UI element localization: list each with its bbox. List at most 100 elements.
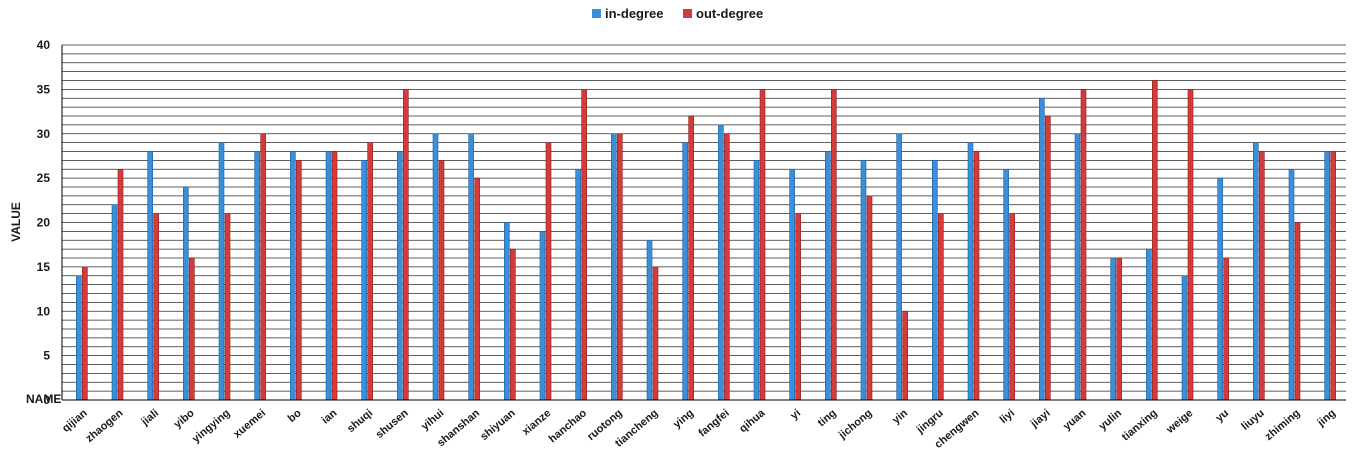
bar-in-degree-yibo [183, 186, 189, 401]
legend-swatch-in-degree [592, 9, 601, 18]
bar-in-degree-xuemei [254, 151, 260, 401]
bar-in-degree-hanchao [575, 168, 581, 401]
bar-out-degree-yulin [1116, 257, 1122, 401]
bar-in-degree-ying [682, 142, 688, 401]
x-tick-label-xuemei: xuemei [231, 407, 268, 441]
legend-label-in-degree: in-degree [605, 6, 664, 21]
legend: in-degree out-degree [592, 6, 763, 21]
x-axis-title: NAME [26, 392, 61, 406]
bar-in-degree-yin [896, 133, 902, 401]
x-tick-label-liuyu: liuyu [1239, 407, 1266, 433]
bar-in-degree-zhaogen [111, 204, 118, 401]
bar-in-degree-ting [825, 151, 831, 401]
bar-in-degree-chengwen [967, 142, 974, 401]
bar-out-degree-shusen [403, 89, 409, 401]
legend-swatch-out-degree [683, 9, 692, 18]
y-tick-label: 30 [37, 127, 51, 141]
x-tick-label-jing: jing [1315, 407, 1338, 429]
x-tick-label-shiyuan: shiyuan [478, 407, 518, 443]
x-tick-label-yin: yin [890, 407, 910, 427]
bar-out-degree-qihua [759, 89, 766, 401]
bar-in-degree-jiayi [1039, 97, 1045, 401]
x-tick-label-xianze: xianze [520, 407, 553, 438]
bar-in-degree-jing [1324, 151, 1330, 401]
bar-in-degree-jichong [860, 160, 867, 401]
bar-out-degree-tiancheng [652, 266, 659, 401]
x-tick-label-shuqi: shuqi [345, 407, 375, 435]
bar-in-degree-yuan [1074, 133, 1081, 401]
y-tick-label: 25 [37, 171, 51, 185]
bar-in-degree-ian [325, 151, 332, 401]
x-tick-label-qihua: qihua [737, 407, 768, 436]
x-tick-label-yuan: yuan [1061, 407, 1089, 433]
x-tick-label-hanchao: hanchao [547, 407, 590, 445]
x-tick-label-qijian: qijian [60, 407, 90, 435]
bar-out-degree-yin [902, 310, 908, 401]
bar-in-degree-liyi [1003, 168, 1009, 401]
bar-out-degree-ying [688, 115, 694, 401]
bar-in-degree-zhiming [1288, 168, 1295, 401]
bar-in-degree-yingying [218, 142, 225, 401]
x-tick-label-fangfei: fangfei [696, 407, 731, 439]
x-tick-label-liyi: liyi [998, 407, 1017, 426]
x-tick-label-bo: bo [286, 407, 304, 425]
bar-out-degree-yi [795, 213, 801, 401]
bar-out-degree-yingying [224, 213, 231, 401]
x-tick-label-yingying: yingying [190, 407, 232, 445]
bar-out-degree-weige [1187, 89, 1194, 401]
bar-in-degree-tianxing [1146, 248, 1152, 401]
bar-out-degree-shuqi [367, 142, 373, 401]
x-tick-label-ying: ying [671, 407, 696, 431]
x-tick-label-ting: ting [816, 407, 839, 429]
bar-out-degree-shanshan [474, 177, 480, 401]
bar-out-degree-jiali [153, 213, 159, 401]
x-tick-label-tianxing: tianxing [1120, 407, 1160, 443]
y-axis-title: VALUE [9, 202, 23, 242]
bar-out-degree-tianxing [1152, 80, 1158, 401]
bar-out-degree-ian [331, 151, 338, 401]
bar-out-degree-yu [1223, 257, 1229, 401]
bar-out-degree-xuemei [260, 133, 266, 401]
y-axis-ticks: 0 5 10 15 20 25 30 35 40 [37, 38, 51, 407]
x-tick-label-jiali: jiali [139, 407, 162, 429]
bar-out-degree-jingru [938, 213, 944, 401]
bar-out-degree-ruotong [617, 133, 623, 401]
bar-in-degree-shanshan [468, 133, 474, 401]
y-tick-label: 0 [43, 393, 50, 407]
y-tick-label: 20 [37, 216, 51, 230]
bar-in-degree-qihua [753, 160, 760, 401]
y-tick-label: 15 [37, 260, 51, 274]
bar-in-degree-yulin [1110, 257, 1116, 401]
bar-in-degree-yu [1217, 177, 1223, 401]
bar-out-degree-ting [831, 89, 837, 401]
bar-out-degree-chengwen [973, 151, 980, 401]
bar-out-degree-qijian [82, 266, 88, 401]
bar-out-degree-yuan [1080, 89, 1087, 401]
x-tick-label-jingru: jingru [914, 407, 946, 436]
bar-in-degree-qijian [76, 275, 82, 401]
bar-out-degree-hanchao [581, 89, 587, 401]
bar-in-degree-weige [1181, 275, 1188, 401]
bar-in-degree-tiancheng [646, 239, 653, 401]
bar-in-degree-shuqi [361, 160, 367, 401]
x-tick-label-yibo: yibo [172, 407, 197, 431]
gridlines [62, 44, 1346, 401]
bar-out-degree-yihui [438, 160, 445, 401]
x-tick-label-ian: ian [320, 407, 340, 427]
bar-in-degree-fangfei [718, 124, 724, 401]
bar-in-degree-jiali [147, 151, 153, 401]
bar-in-degree-yi [789, 168, 795, 401]
legend-label-out-degree: out-degree [696, 6, 763, 21]
x-tick-label-shusen: shusen [374, 407, 411, 441]
y-tick-label: 10 [37, 304, 51, 318]
bar-in-degree-xianze [539, 231, 546, 401]
bar-out-degree-shiyuan [510, 248, 516, 401]
bar-in-degree-liuyu [1253, 142, 1259, 401]
x-tick-label-zhiming: zhiming [1263, 407, 1303, 443]
bar-out-degree-jing [1330, 151, 1336, 401]
bar-out-degree-zhaogen [117, 168, 124, 401]
bar-in-degree-ruotong [611, 133, 617, 401]
bar-out-degree-jichong [866, 195, 873, 401]
bar-out-degree-zhiming [1294, 222, 1301, 401]
